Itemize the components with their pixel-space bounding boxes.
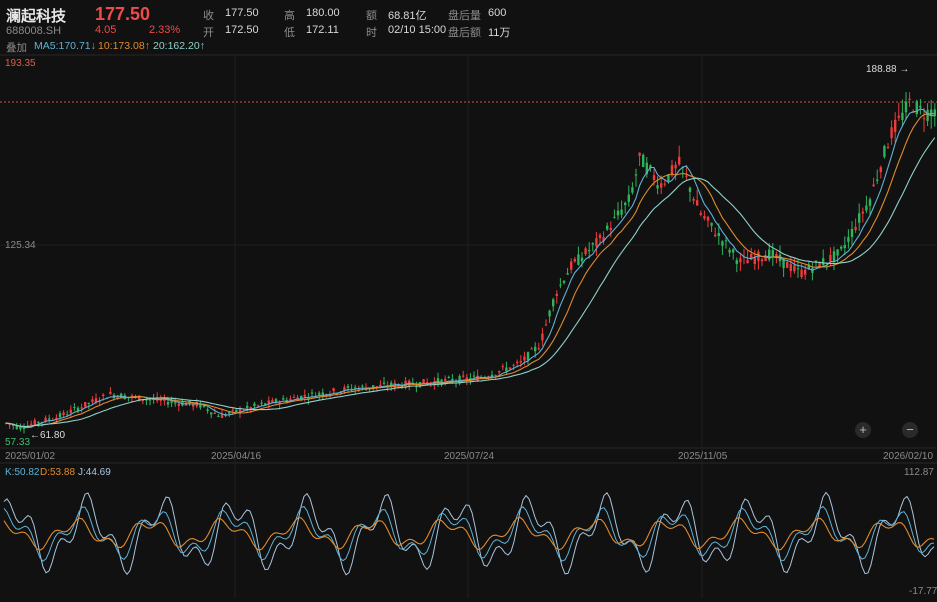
close-label: 收 xyxy=(203,10,214,22)
open-value: 172.50 xyxy=(225,24,259,36)
kdj-lines xyxy=(3,491,935,576)
price-change-pct: 2.33% xyxy=(149,24,181,36)
ma20-legend: 20:162.20↑ xyxy=(153,40,205,52)
zoom-out-button[interactable]: − xyxy=(902,422,918,438)
date-label-2: 2025/04/16 xyxy=(211,451,262,462)
stock-name: 澜起科技 xyxy=(6,8,67,25)
amount-value: 68.81亿 xyxy=(388,10,427,22)
amount-label: 额 xyxy=(366,10,377,22)
date-label-4: 2025/11/05 xyxy=(678,451,728,462)
zoom-in-button[interactable]: + xyxy=(855,422,871,438)
price-axis-top: 193.35 xyxy=(5,58,36,69)
ma10-legend: 10:173.08↑ xyxy=(98,40,150,52)
low-value: 172.11 xyxy=(306,24,339,36)
moving-average-lines xyxy=(5,108,936,429)
low-label: 低 xyxy=(284,27,295,39)
date-label-5: 2026/02/10 xyxy=(883,451,934,462)
overlay-label[interactable]: 叠加 xyxy=(6,42,27,54)
kdj-j-value: J:44.69 xyxy=(78,467,111,478)
kdj-d-value: D:53.88 xyxy=(40,467,76,478)
high-label: 高 xyxy=(284,10,295,22)
ma5-legend: MA5:170.71↓ xyxy=(34,40,96,52)
time-label: 时 xyxy=(366,27,377,39)
kdj-k-value: K:50.82 xyxy=(5,467,40,478)
price-change: 4.05 xyxy=(95,24,117,36)
after-hours-amount-value: 11万 xyxy=(488,27,511,39)
kdj-axis-bottom: -17.77 xyxy=(909,586,937,597)
period-high-marker: 188.88 → xyxy=(866,64,910,75)
after-hours-volume-value: 600 xyxy=(488,7,507,19)
candlesticks xyxy=(4,92,936,434)
stock-code: 688008.SH xyxy=(6,25,62,37)
date-label-3: 2025/07/24 xyxy=(444,451,495,462)
high-value: 180.00 xyxy=(306,7,340,19)
time-value: 02/10 15:00 xyxy=(388,24,447,36)
grid-lines xyxy=(0,54,937,598)
period-low-marker: ←61.80 xyxy=(30,430,66,441)
kdj-axis-top: 112.87 xyxy=(904,467,934,478)
price-axis-bottom: 57.33 xyxy=(5,437,31,448)
close-value: 177.50 xyxy=(225,7,259,19)
date-label-1: 2025/01/02 xyxy=(5,451,56,462)
after-hours-volume-label: 盘后量 xyxy=(448,10,481,22)
after-hours-amount-label: 盘后额 xyxy=(448,27,481,39)
price-axis-mid: 125.34 xyxy=(5,240,36,251)
current-price: 177.50 xyxy=(95,4,151,24)
open-label: 开 xyxy=(203,27,214,39)
